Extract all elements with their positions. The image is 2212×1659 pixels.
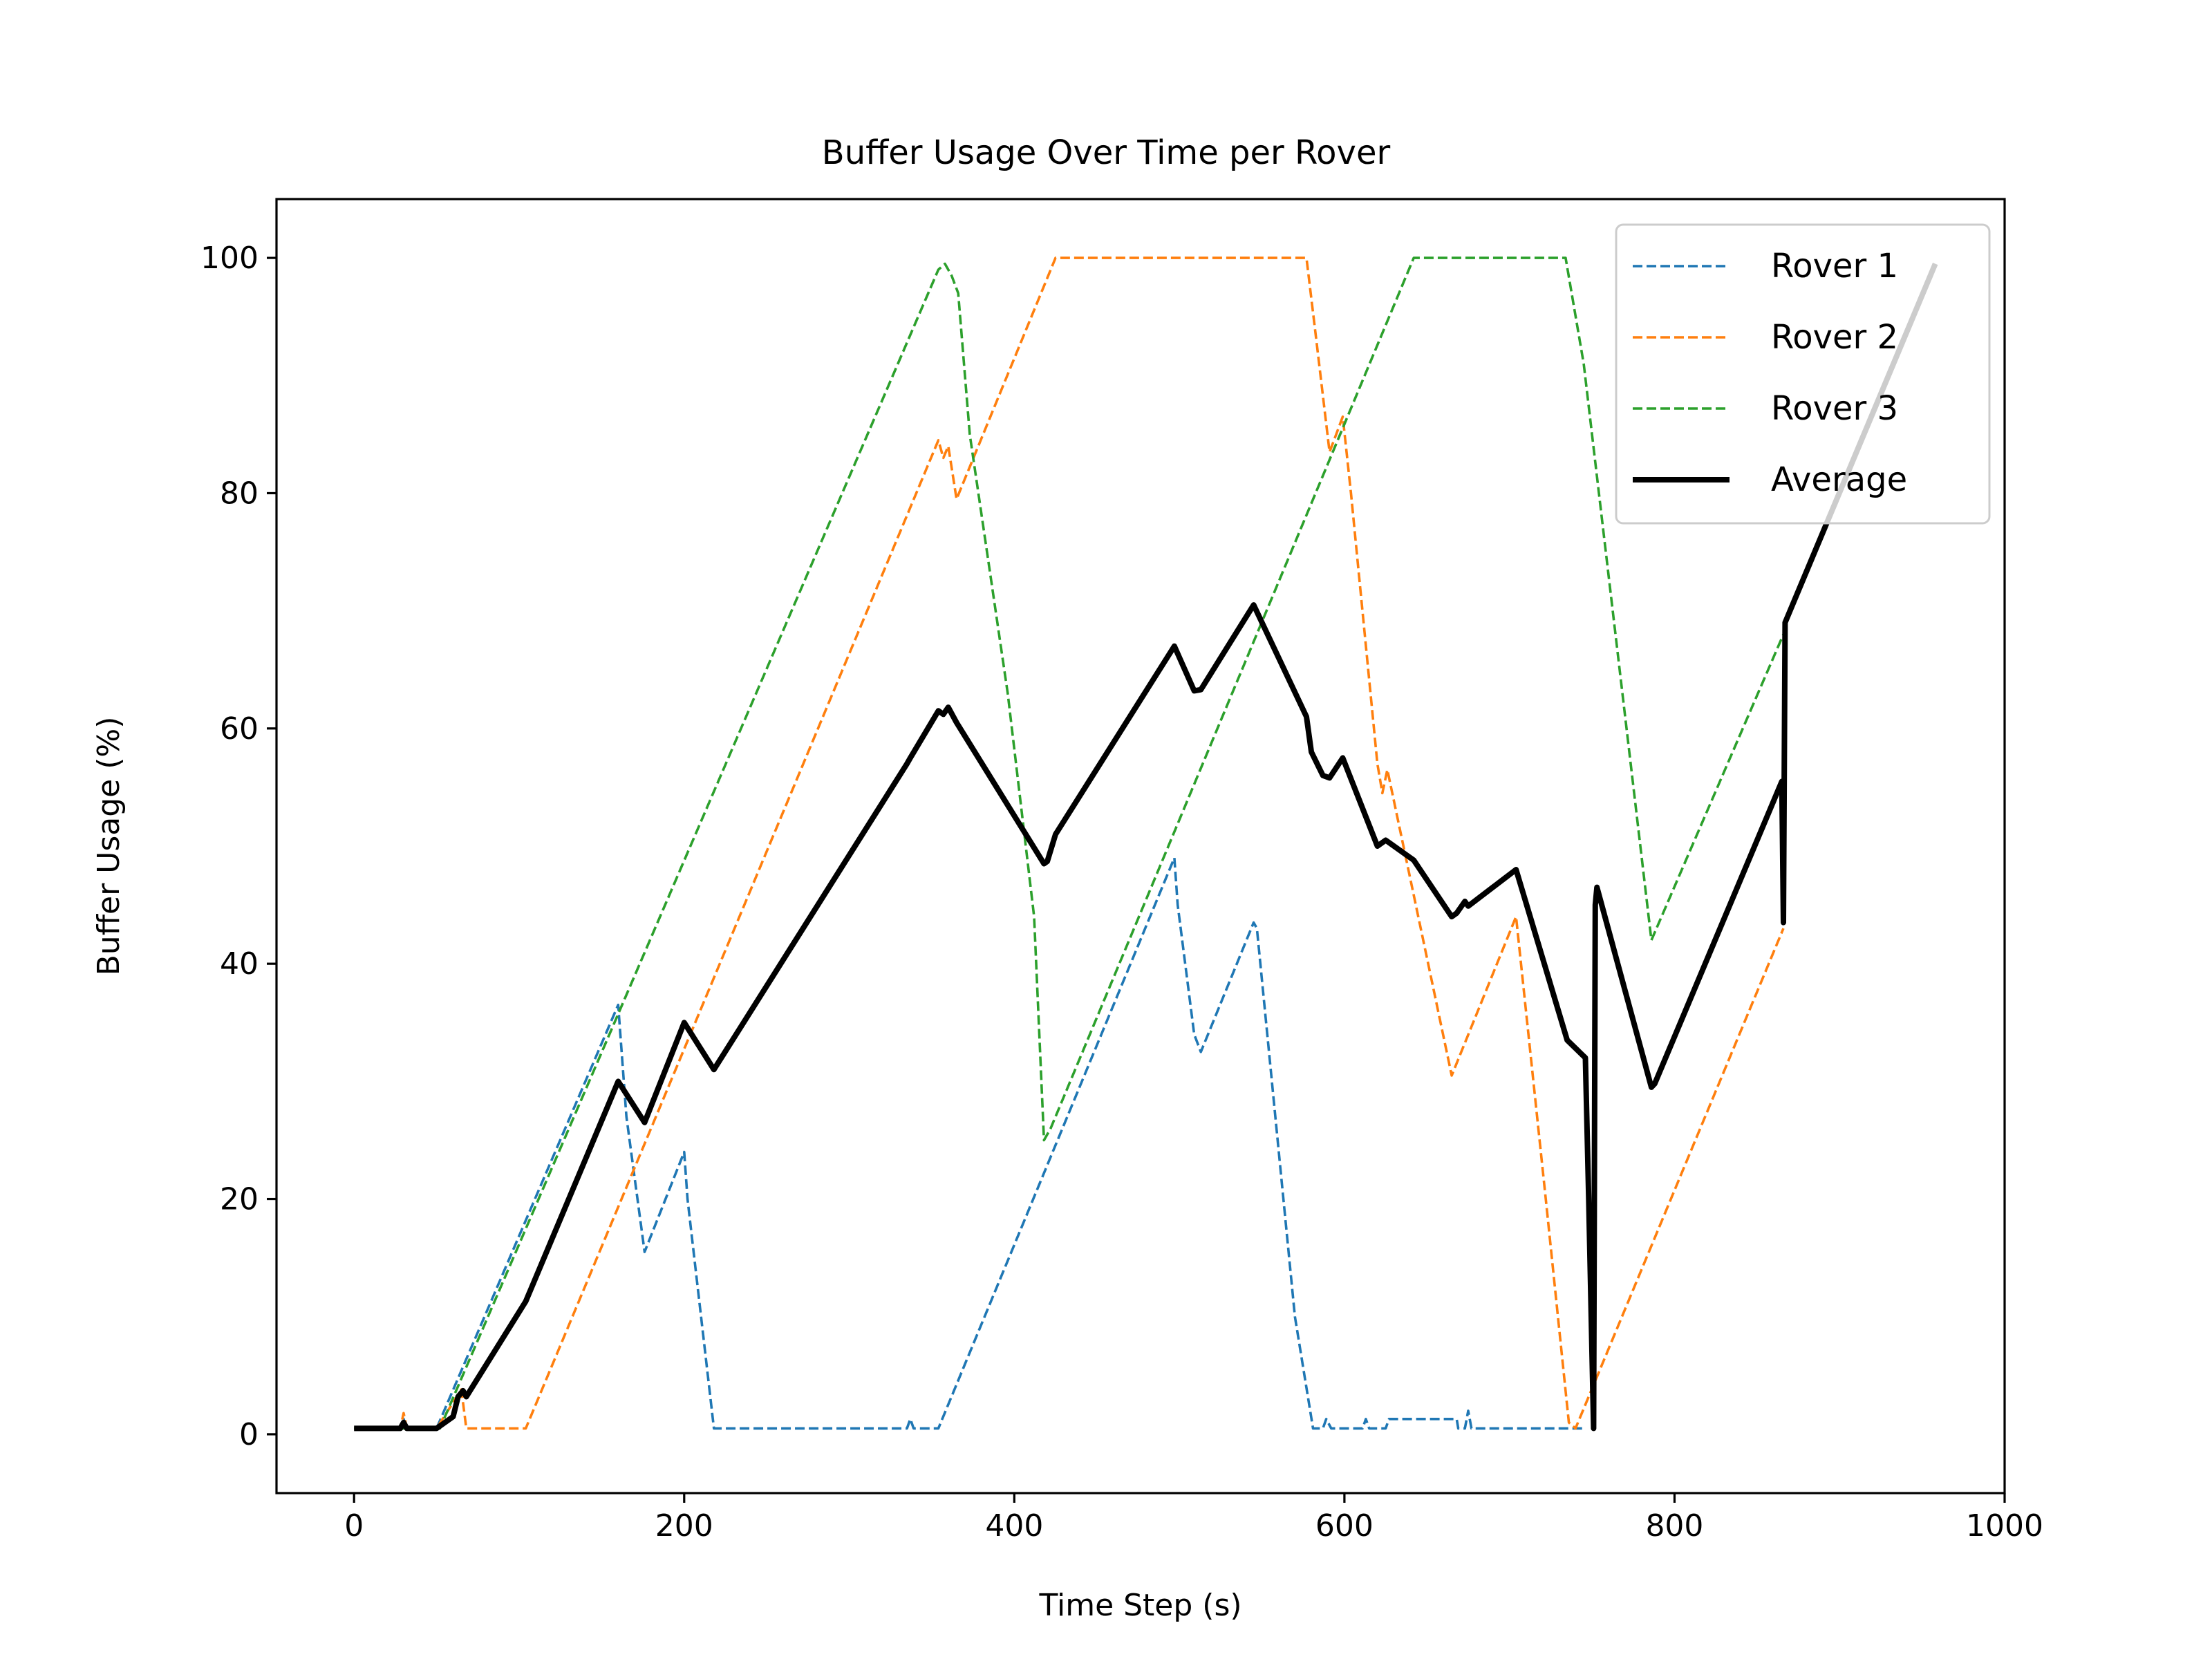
series-line-rover-3: [354, 256, 1785, 1430]
legend: Rover 1 Rover 2 Rover 3 Average: [1615, 223, 1991, 525]
x-axis: 0 200 400 600 800 1000: [344, 1493, 2043, 1544]
plot-frame: [275, 198, 2006, 1494]
y-tick-label: 20: [220, 1182, 259, 1217]
x-tick-label: 800: [1645, 1508, 1703, 1544]
y-tick-label: 0: [239, 1417, 259, 1452]
x-axis-label: Time Step (s): [1038, 1588, 1241, 1623]
y-tick-label: 40: [220, 946, 259, 982]
legend-label-rover-1: Rover 1: [1771, 247, 1898, 285]
legend-label-rover-3: Rover 3: [1771, 389, 1898, 428]
plot-area: [275, 198, 2006, 1494]
x-tick-label: 200: [655, 1508, 713, 1544]
y-tick-label: 80: [220, 476, 259, 511]
legend-label-rover-2: Rover 2: [1771, 318, 1898, 357]
y-axis-label: Buffer Usage (%): [91, 717, 126, 976]
series-line-rover-2: [354, 256, 1785, 1430]
y-axis: 0 20 40 60 80 100: [200, 241, 276, 1452]
x-tick-label: 600: [1315, 1508, 1374, 1544]
y-tick-label: 60: [220, 711, 259, 747]
chart-title: Buffer Usage Over Time per Rover: [822, 133, 1391, 172]
x-tick-label: 0: [344, 1508, 364, 1544]
series-line-rover-1: [354, 856, 1586, 1430]
y-tick-label: 100: [200, 241, 259, 276]
series-layer: [354, 256, 1938, 1432]
x-tick-label: 1000: [1966, 1508, 2043, 1544]
legend-label-average: Average: [1771, 460, 1907, 499]
legend-frame: [1615, 223, 1991, 525]
series-line-average: [354, 263, 1938, 1432]
x-tick-label: 400: [985, 1508, 1043, 1544]
